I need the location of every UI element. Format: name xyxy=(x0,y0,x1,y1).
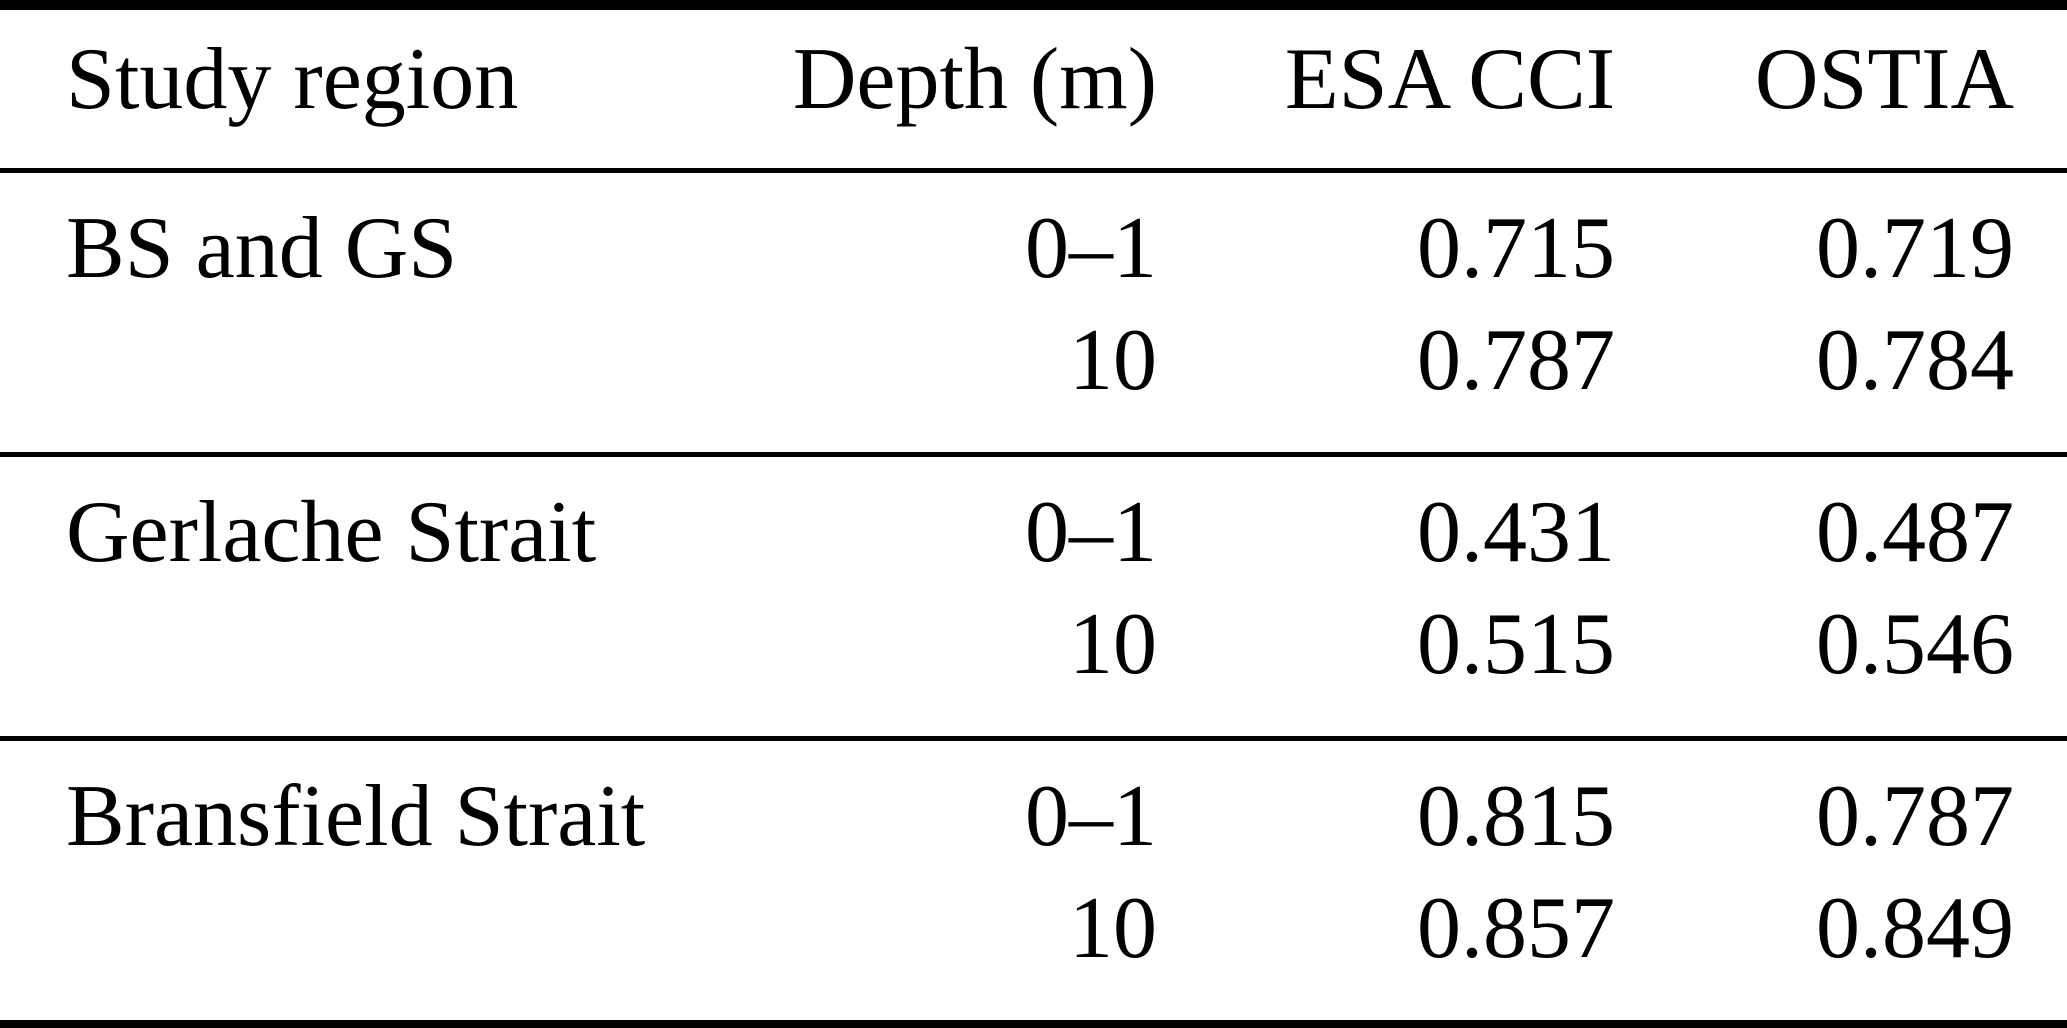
esa-cci-cell: 0.815 xyxy=(1417,768,1615,865)
esa-cci-cell: 0.715 xyxy=(1417,200,1615,297)
section-bransfield-strait: Bransfield Strait 0–1 0.815 0.787 10 0.8… xyxy=(0,739,2067,1025)
depth-cell: 0–1 xyxy=(1025,484,1157,581)
depth-cell: 10 xyxy=(1069,596,1157,693)
table-row: 10 0.857 0.849 xyxy=(0,873,2067,1024)
region-cell: Gerlache Strait xyxy=(66,484,597,581)
region-cell-empty xyxy=(0,873,777,1024)
esa-cci-cell: 0.515 xyxy=(1417,596,1615,693)
ostia-cell: 0.546 xyxy=(1816,596,2014,693)
esa-cci-cell: 0.787 xyxy=(1417,312,1615,409)
ostia-cell: 0.784 xyxy=(1816,312,2014,409)
ostia-cell: 0.787 xyxy=(1816,768,2014,865)
region-cell-empty xyxy=(0,589,777,739)
esa-cci-cell: 0.431 xyxy=(1417,484,1615,581)
region-cell-empty xyxy=(0,305,777,455)
region-cell: Bransfield Strait xyxy=(66,768,646,865)
ostia-cell: 0.487 xyxy=(1816,484,2014,581)
col-header-esa-cci: ESA CCI xyxy=(1284,31,1615,128)
table-row: Bransfield Strait 0–1 0.815 0.787 xyxy=(0,739,2067,874)
ostia-cell: 0.849 xyxy=(1816,880,2014,977)
ostia-cell: 0.719 xyxy=(1816,200,2014,297)
region-cell: BS and GS xyxy=(66,200,458,297)
col-header-depth: Depth (m) xyxy=(792,31,1157,128)
depth-cell: 10 xyxy=(1069,312,1157,409)
table-row: Gerlache Strait 0–1 0.431 0.487 xyxy=(0,455,2067,590)
depth-cell: 10 xyxy=(1069,880,1157,977)
section-gerlache-strait: Gerlache Strait 0–1 0.431 0.487 10 0.515… xyxy=(0,455,2067,739)
esa-cci-cell: 0.857 xyxy=(1417,880,1615,977)
section-bs-and-gs: BS and GS 0–1 0.715 0.719 10 0.787 0.784 xyxy=(0,171,2067,455)
table-row: 10 0.515 0.546 xyxy=(0,589,2067,739)
table-row: 10 0.787 0.784 xyxy=(0,305,2067,455)
col-header-study-region: Study region xyxy=(66,31,519,128)
table-row: BS and GS 0–1 0.715 0.719 xyxy=(0,171,2067,306)
depth-cell: 0–1 xyxy=(1025,768,1157,865)
depth-cell: 0–1 xyxy=(1025,200,1157,297)
col-header-ostia: OSTIA xyxy=(1754,31,2014,128)
header-row: Study region Depth (m) ESA CCI OSTIA xyxy=(0,5,2067,171)
